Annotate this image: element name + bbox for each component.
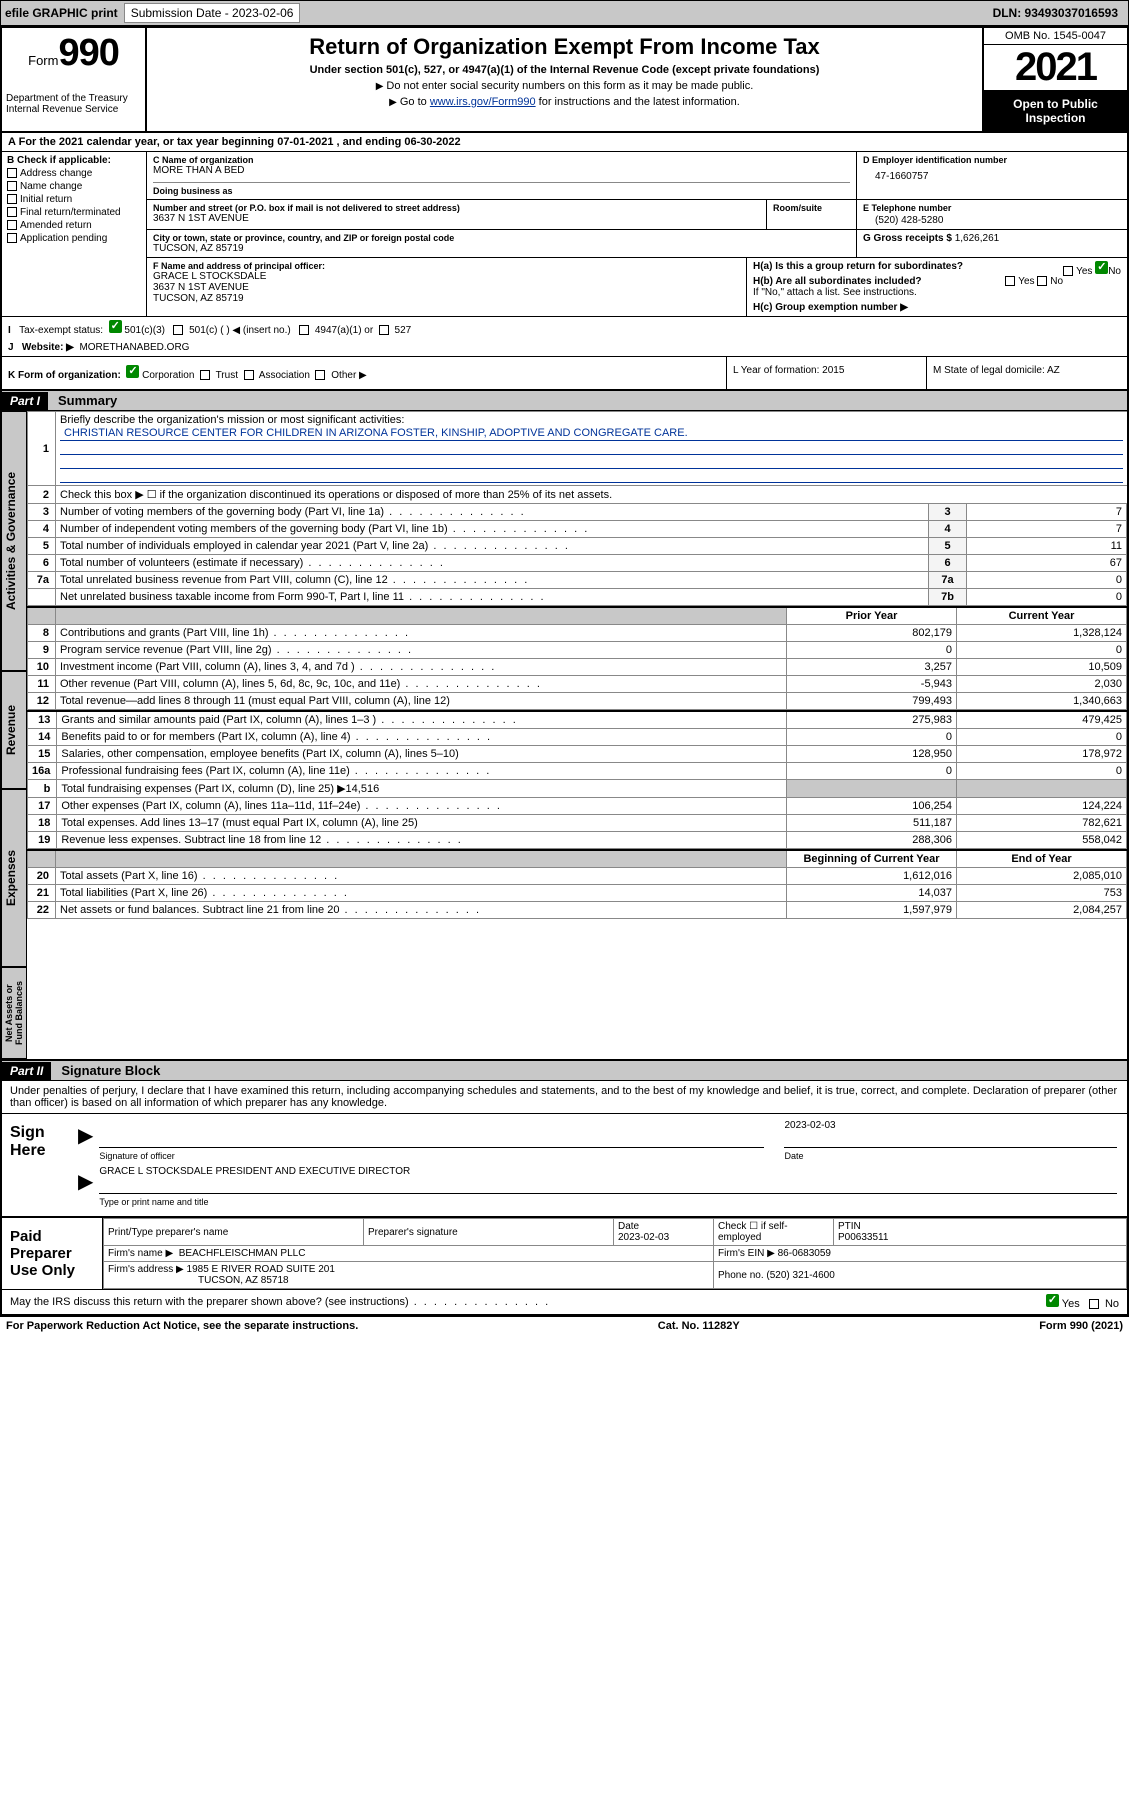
501c3-check [109, 320, 122, 333]
street-address: 3637 N 1ST AVENUE [153, 213, 760, 224]
sign-arrow-icon-2: ▶ [72, 1169, 99, 1194]
sign-arrow-icon: ▶ [72, 1123, 99, 1148]
page-footer: For Paperwork Reduction Act Notice, see … [0, 1316, 1129, 1335]
preparer-label: Paid Preparer Use Only [2, 1218, 102, 1289]
preparer-block: Paid Preparer Use Only Print/Type prepar… [2, 1218, 1127, 1290]
period-row: A For the 2021 calendar year, or tax yea… [2, 133, 1127, 152]
entity-block: B Check if applicable: Address change Na… [2, 152, 1127, 317]
form-subtitle: Under section 501(c), 527, or 4947(a)(1)… [155, 64, 974, 76]
top-bar: efile GRAPHIC print Submission Date - 20… [0, 0, 1129, 26]
inspection-badge: Open to Public Inspection [984, 91, 1127, 131]
officer-name-title: GRACE L STOCKSDALE PRESIDENT AND EXECUTI… [99, 1166, 410, 1177]
section-b: B Check if applicable: Address change Na… [2, 152, 147, 316]
status-rows: I Tax-exempt status: 501(c)(3) 501(c) ( … [2, 317, 1127, 357]
submission-date: Submission Date - 2023-02-06 [124, 3, 301, 23]
vtab-governance: Activities & Governance [2, 411, 27, 671]
sign-here-label: Sign Here [2, 1114, 62, 1216]
gross-receipts: 1,626,261 [955, 233, 1000, 244]
revenue-table: Prior YearCurrent Year 8Contributions an… [27, 606, 1127, 710]
efile-label[interactable]: efile GRAPHIC print [5, 6, 118, 20]
state-domicile: M State of legal domicile: AZ [927, 357, 1127, 389]
form-container: Form990 Department of the Treasury Inter… [0, 26, 1129, 1316]
ptin: P00633511 [838, 1232, 1122, 1243]
dln: DLN: 93493037016593 [993, 6, 1118, 20]
dept-label: Department of the Treasury Internal Reve… [6, 93, 141, 115]
officer-name: GRACE L STOCKSDALE [153, 271, 740, 282]
form-header: Form990 Department of the Treasury Inter… [2, 28, 1127, 133]
part1-header: Part I Summary [2, 389, 1127, 411]
vtab-net: Net Assets or Fund Balances [2, 967, 27, 1059]
form-title: Return of Organization Exempt From Incom… [155, 34, 974, 60]
ein: 47-1660757 [863, 165, 1121, 182]
phone: (520) 428-5280 [863, 213, 1121, 226]
tax-year: 2021 [984, 45, 1127, 91]
mission-text: CHRISTIAN RESOURCE CENTER FOR CHILDREN I… [60, 426, 1123, 441]
corp-check [126, 365, 139, 378]
discuss-yes-check [1046, 1294, 1059, 1307]
city-state-zip: TUCSON, AZ 85719 [153, 243, 850, 254]
vtab-expenses: Expenses [2, 789, 27, 967]
irs-link[interactable]: www.irs.gov/Form990 [430, 96, 536, 108]
note-link: Go to www.irs.gov/Form990 for instructio… [155, 96, 974, 108]
ha-no-check [1095, 261, 1108, 274]
governance-table: 1 Briefly describe the organization's mi… [27, 411, 1127, 606]
year-formation: L Year of formation: 2015 [727, 357, 927, 389]
summary-body: Activities & Governance Revenue Expenses… [2, 411, 1127, 1059]
form-label: Form990 [6, 32, 141, 75]
part2-header: Part II Signature Block [2, 1059, 1127, 1081]
note-ssn: Do not enter social security numbers on … [155, 80, 974, 92]
sign-here-block: Sign Here ▶ Signature of officer 2023-02… [2, 1113, 1127, 1218]
firm-ein: 86-0683059 [778, 1248, 831, 1259]
discuss-row: May the IRS discuss this return with the… [2, 1290, 1127, 1314]
sign-date: 2023-02-03 [784, 1120, 835, 1131]
org-name: MORE THAN A BED [153, 165, 850, 176]
vtab-revenue: Revenue [2, 671, 27, 789]
net-assets-table: Beginning of Current YearEnd of Year 20T… [27, 849, 1127, 919]
website: MORETHANABED.ORG [79, 342, 189, 353]
firm-phone: (520) 321-4600 [766, 1270, 834, 1281]
omb-number: OMB No. 1545-0047 [984, 28, 1127, 45]
klm-row: K Form of organization: Corporation Trus… [2, 357, 1127, 389]
expenses-table: 13Grants and similar amounts paid (Part … [27, 710, 1127, 849]
declaration: Under penalties of perjury, I declare th… [2, 1081, 1127, 1113]
firm-name: BEACHFLEISCHMAN PLLC [179, 1248, 306, 1259]
